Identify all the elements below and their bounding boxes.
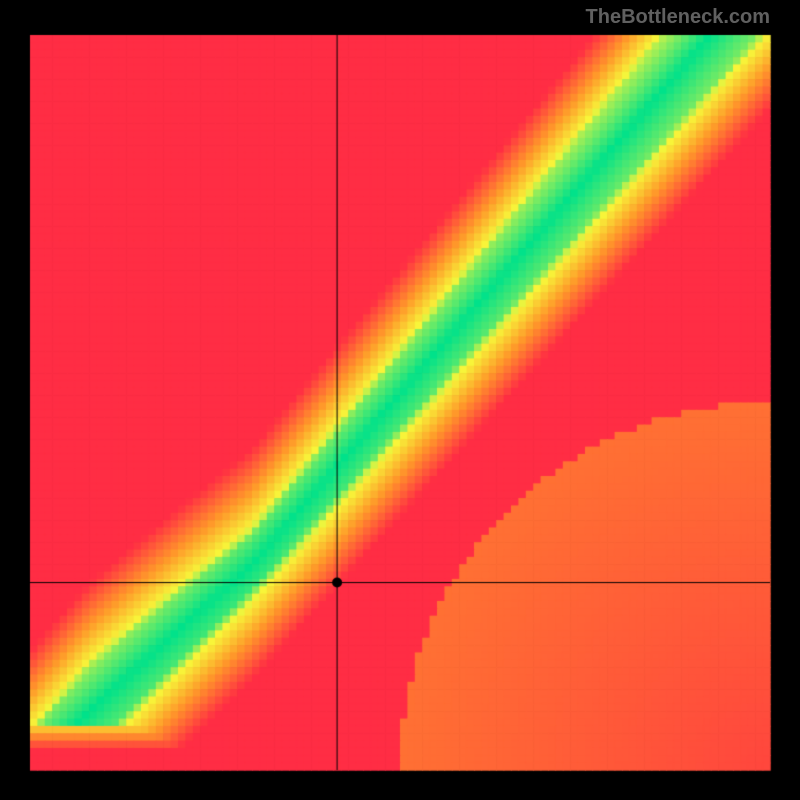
watermark-text: TheBottleneck.com [586, 6, 770, 29]
bottleneck-heatmap [0, 0, 800, 800]
